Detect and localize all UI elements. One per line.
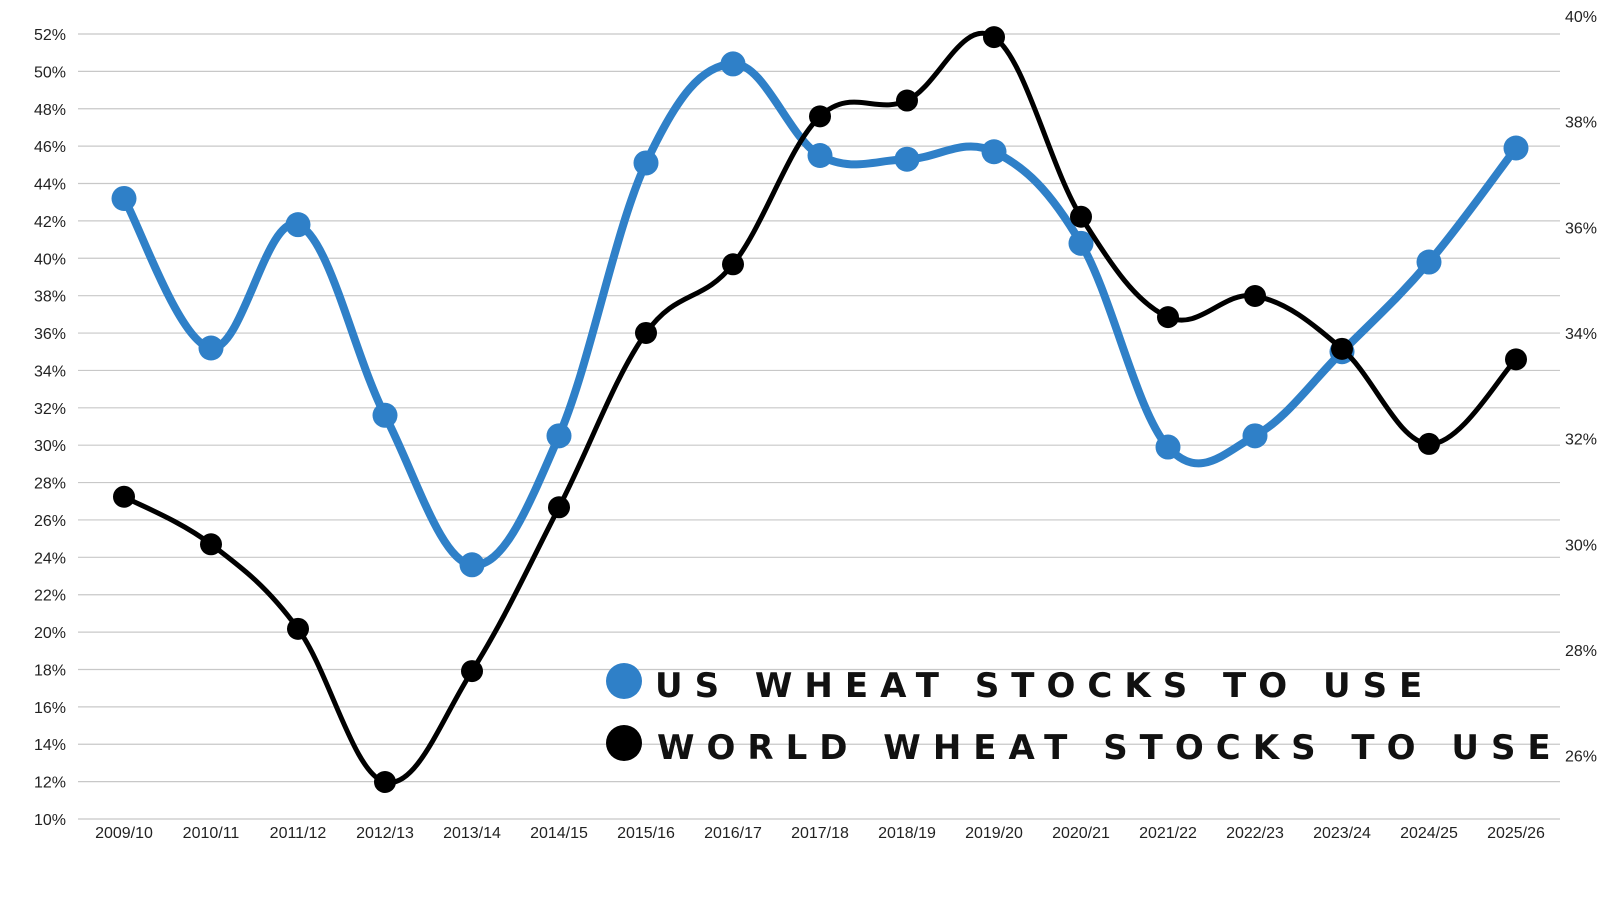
left-tick-label: 34% — [34, 363, 66, 380]
legend-swatch-us — [606, 663, 642, 699]
data-point-us — [198, 335, 224, 361]
legend-label-us: US WHEAT STOCKS TO USE — [655, 666, 1434, 706]
x-tick-label: 2024/25 — [1400, 825, 1458, 842]
legend: US WHEAT STOCKS TO USE WORLD WHEAT STOCK… — [606, 663, 1563, 768]
left-tick-label: 36% — [34, 326, 66, 343]
data-point-world — [200, 533, 222, 556]
left-tick-label: 28% — [34, 476, 66, 493]
series-us — [111, 51, 1529, 578]
data-point-world — [113, 485, 135, 508]
x-tick-label: 2015/16 — [617, 825, 675, 842]
data-point-world — [1157, 306, 1179, 329]
data-point-world — [896, 89, 918, 112]
left-tick-label: 26% — [34, 513, 66, 530]
right-tick-label: 38% — [1565, 115, 1597, 132]
data-point-world — [287, 617, 309, 640]
x-tick-label: 2020/21 — [1052, 825, 1110, 842]
left-tick-label: 48% — [34, 102, 66, 119]
left-tick-label: 46% — [34, 139, 66, 156]
left-tick-label: 12% — [34, 775, 66, 792]
data-point-us — [1068, 230, 1094, 256]
right-tick-label: 36% — [1565, 220, 1597, 237]
left-tick-label: 42% — [34, 214, 66, 231]
x-tick-label: 2013/14 — [443, 825, 501, 842]
data-point-world — [1418, 432, 1440, 455]
x-tick-label: 2019/20 — [965, 825, 1023, 842]
left-tick-label: 16% — [34, 700, 66, 717]
data-point-world — [983, 26, 1005, 49]
x-tick-label: 2009/10 — [95, 825, 153, 842]
right-tick-label: 30% — [1565, 537, 1597, 554]
left-tick-label: 14% — [34, 737, 66, 754]
left-tick-label: 38% — [34, 289, 66, 306]
x-tick-label: 2017/18 — [791, 825, 849, 842]
left-tick-label: 44% — [34, 177, 66, 194]
data-point-us — [285, 212, 311, 238]
data-point-us — [807, 142, 833, 168]
data-point-world — [1244, 284, 1266, 307]
data-point-world — [1070, 205, 1092, 228]
data-point-world — [1331, 337, 1353, 360]
x-tick-label: 2014/15 — [530, 825, 588, 842]
data-point-us — [372, 402, 398, 428]
right-axis: 26% 28% 30% 32% 34% 36% 38% 40% — [1565, 9, 1597, 766]
data-point-us — [633, 150, 659, 176]
legend-label-world: WORLD WHEAT STOCKS TO USE — [657, 728, 1563, 768]
left-tick-label: 40% — [34, 251, 66, 268]
data-point-world — [548, 496, 570, 519]
x-tick-label: 2022/23 — [1226, 825, 1284, 842]
legend-swatch-world — [606, 725, 642, 761]
data-point-world — [722, 253, 744, 276]
data-point-us — [111, 185, 137, 211]
data-point-world — [635, 321, 657, 344]
right-tick-label: 34% — [1565, 326, 1597, 343]
data-point-us — [546, 423, 572, 449]
right-tick-label: 40% — [1565, 9, 1597, 26]
right-tick-label: 32% — [1565, 432, 1597, 449]
left-tick-label: 22% — [34, 588, 66, 605]
x-tick-label: 2021/22 — [1139, 825, 1197, 842]
data-point-us — [1416, 249, 1442, 275]
data-point-us — [1503, 135, 1529, 161]
left-tick-label: 32% — [34, 401, 66, 418]
data-point-world — [809, 105, 831, 128]
left-tick-label: 24% — [34, 550, 66, 567]
data-point-world — [374, 771, 396, 794]
right-tick-label: 28% — [1565, 643, 1597, 660]
series-line-us — [120, 59, 1520, 569]
left-tick-label: 52% — [34, 27, 66, 44]
x-tick-label: 2016/17 — [704, 825, 762, 842]
data-point-us — [894, 146, 920, 172]
left-tick-label: 50% — [34, 64, 66, 81]
data-point-us — [1155, 434, 1181, 460]
x-tick-label: 2010/11 — [183, 825, 240, 842]
grid-lines — [78, 33, 1560, 820]
left-axis: 10% 12% 14% 16% 18% 20% 22% 24% 26% 28% 30% 32% 34% 3… — [34, 27, 66, 829]
left-tick-label: 20% — [34, 625, 66, 642]
data-point-us — [720, 51, 746, 77]
data-point-world — [1505, 348, 1527, 371]
series-layer — [111, 26, 1529, 794]
x-tick-label: 2011/12 — [270, 825, 327, 842]
left-tick-label: 30% — [34, 438, 66, 455]
x-tick-label: 2012/13 — [356, 825, 414, 842]
data-point-us — [1242, 423, 1268, 449]
series-world — [113, 26, 1527, 794]
x-axis: 2009/10 2010/11 2011/12 2012/13 2013/14 2014/… — [95, 825, 1545, 842]
data-point-world — [461, 660, 483, 683]
data-point-us — [459, 552, 485, 578]
x-tick-label: 2025/26 — [1487, 825, 1545, 842]
x-tick-label: 2023/24 — [1313, 825, 1371, 842]
left-tick-label: 10% — [34, 812, 66, 829]
x-tick-label: 2018/19 — [878, 825, 936, 842]
right-tick-label: 26% — [1565, 749, 1597, 766]
data-point-us — [981, 139, 1007, 165]
left-tick-label: 18% — [34, 662, 66, 679]
